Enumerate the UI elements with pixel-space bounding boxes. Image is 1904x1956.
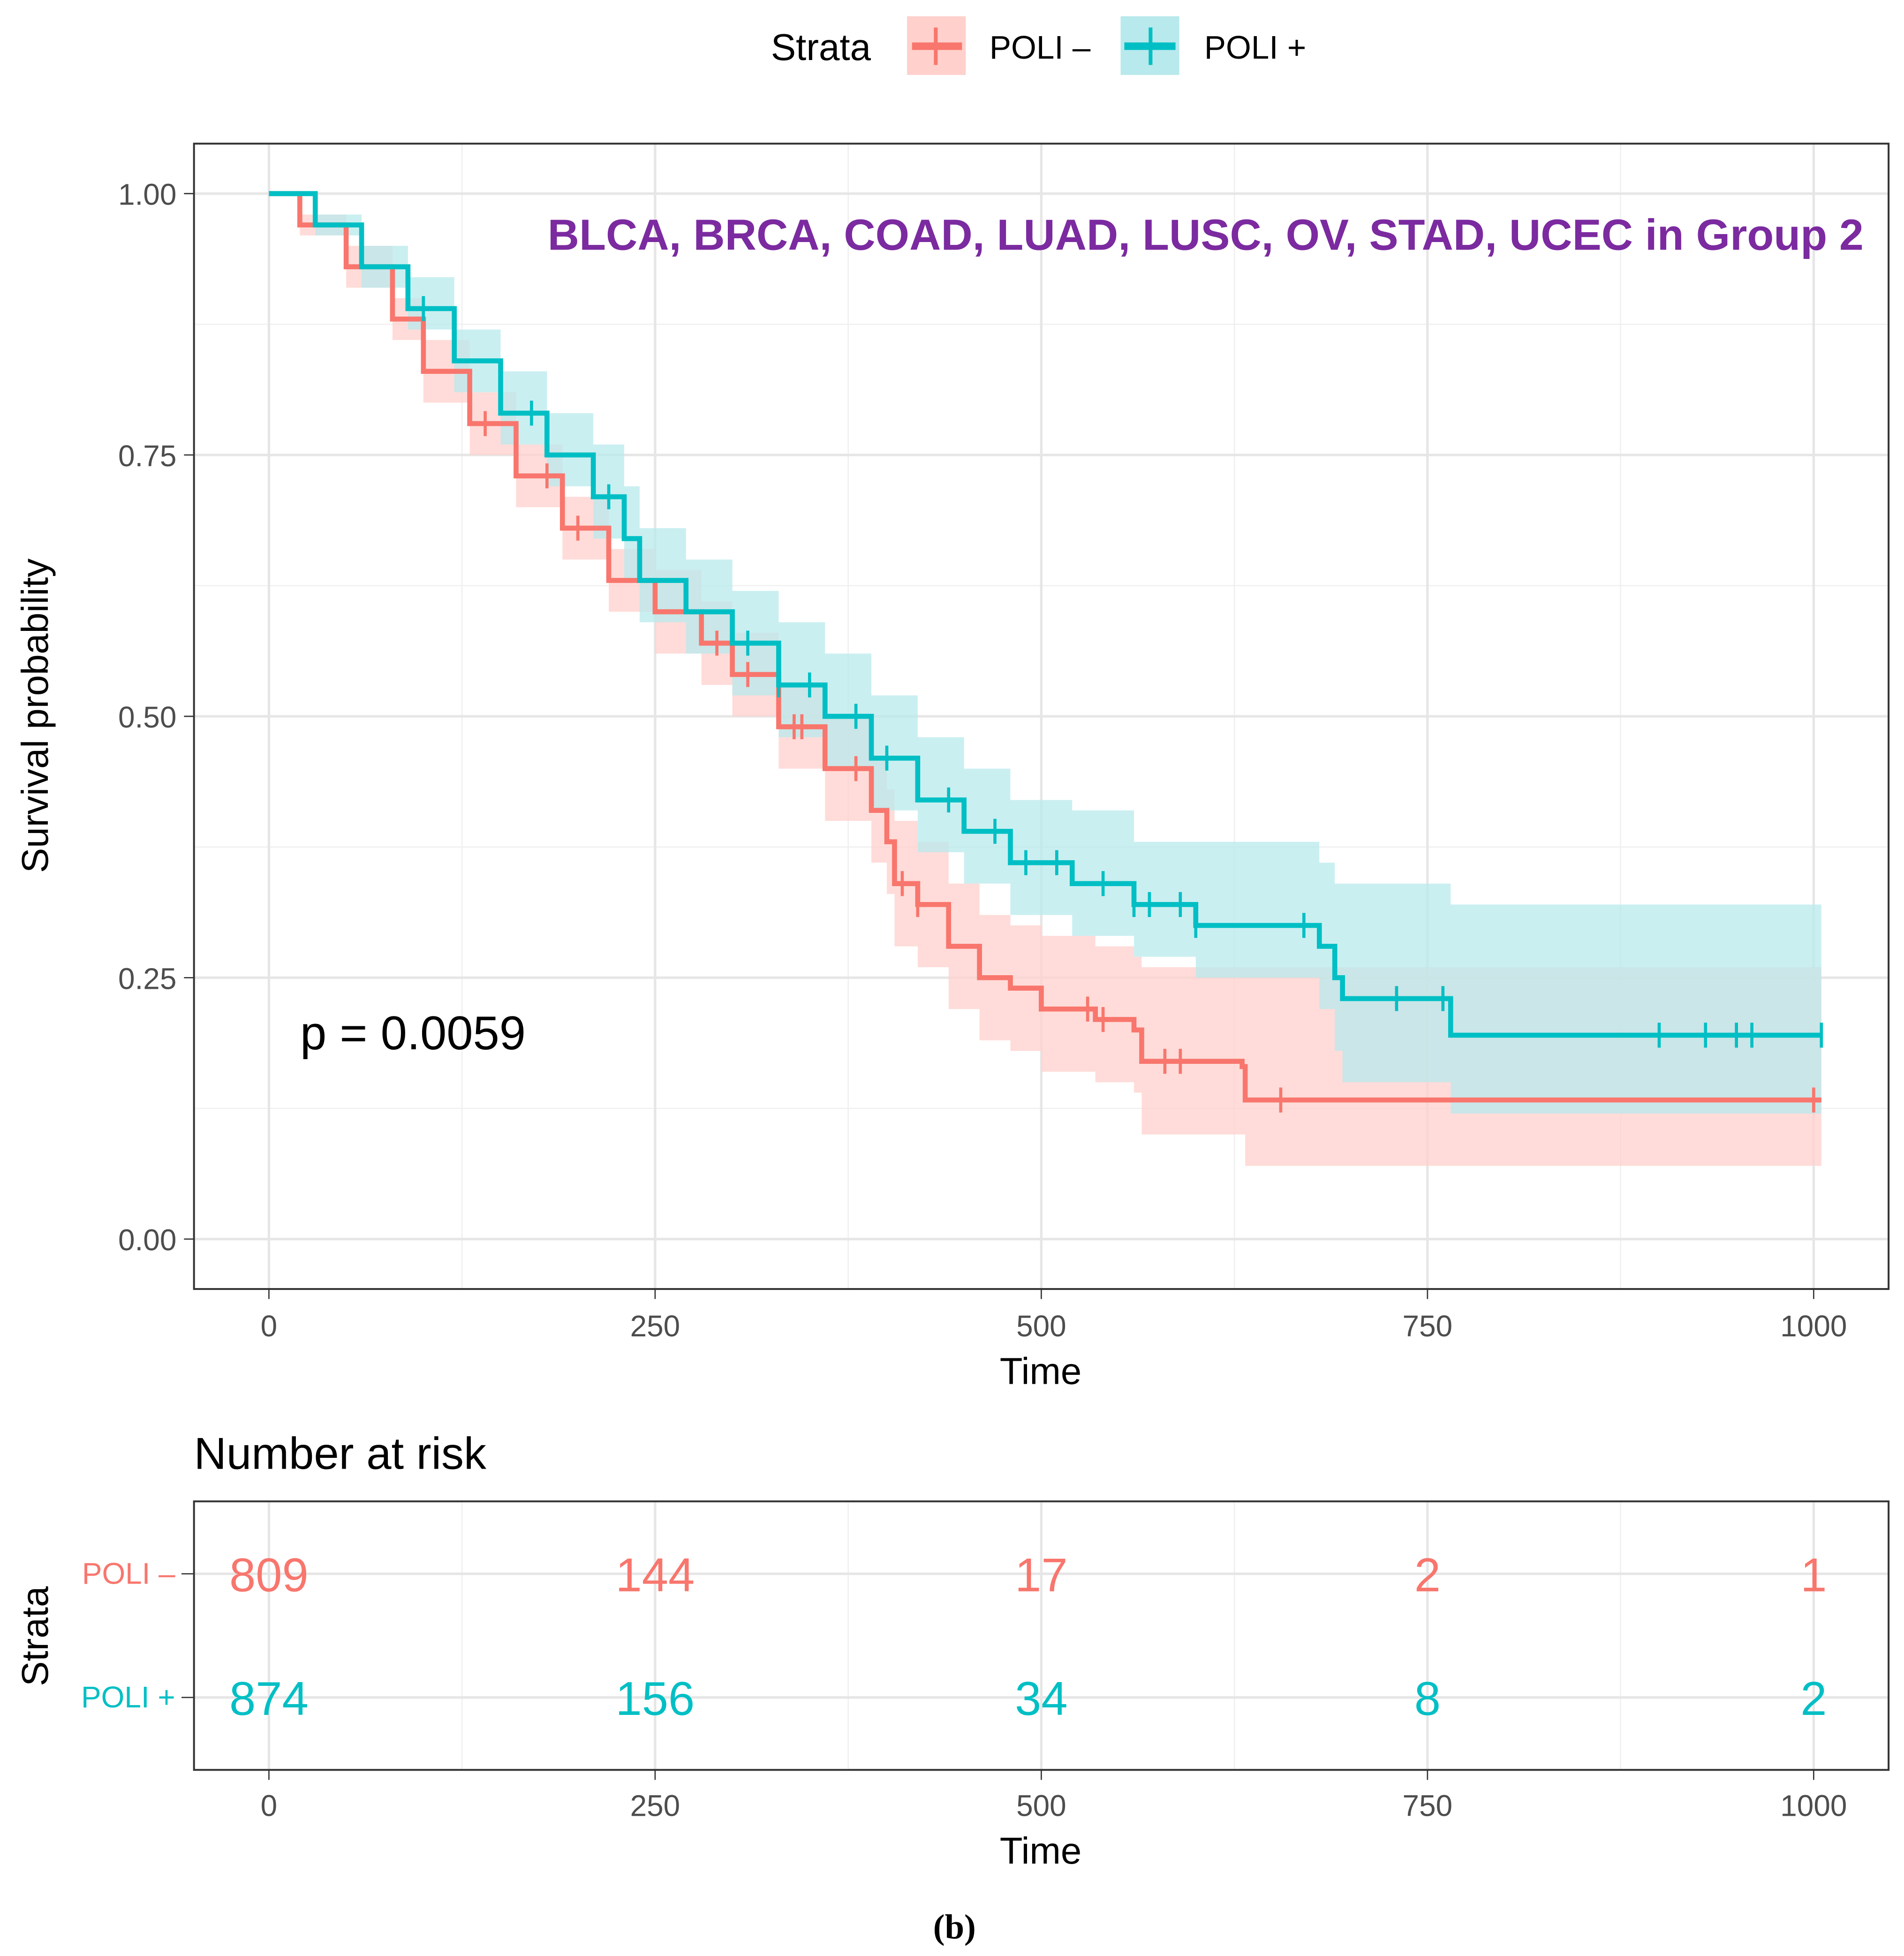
x-tick-label: 0 bbox=[261, 1789, 278, 1823]
x-tick-label: 500 bbox=[1016, 1789, 1066, 1823]
x-tick-label: 1000 bbox=[1780, 1309, 1847, 1343]
legend-label-poli-plus: POLI + bbox=[1204, 29, 1306, 66]
confidence-band-poli-plus bbox=[269, 193, 1821, 1114]
y-tick-label: 1.00 bbox=[118, 178, 176, 212]
at-risk-value-poli-plus: 2 bbox=[1800, 1672, 1827, 1725]
at-risk-value-poli-plus: 874 bbox=[229, 1672, 309, 1725]
x-tick-label: 750 bbox=[1403, 1789, 1453, 1823]
at-risk-value-poli-minus: 1 bbox=[1800, 1548, 1827, 1601]
x-tick-label: 250 bbox=[630, 1309, 680, 1343]
legend-title: Strata bbox=[771, 26, 871, 68]
at-risk-value-poli-plus: 8 bbox=[1414, 1672, 1441, 1725]
survival-curve-poli-plus bbox=[269, 191, 1821, 1038]
x-tick-label: 1000 bbox=[1780, 1789, 1847, 1823]
survival-plot-panel: 0.00 0.25 0.50 0.75 1.00 0 250 500 750 1000 BLCA… bbox=[14, 143, 1890, 1392]
y-axis-label: Survival probability bbox=[14, 559, 56, 873]
annotation-cancer-types: BLCA, BRCA, COAD, LUAD, LUSC, OV, STAD, … bbox=[548, 211, 1864, 259]
x-tick-label: 500 bbox=[1016, 1309, 1066, 1343]
y-tick-label: 0.25 bbox=[118, 962, 176, 995]
legend: Strata POLI – POLI + bbox=[771, 16, 1306, 75]
x-axis-label: Time bbox=[1000, 1350, 1082, 1392]
risk-y-axis-label: Strata bbox=[14, 1586, 56, 1686]
p-value-label: p = 0.0059 bbox=[300, 1007, 526, 1060]
at-risk-value-poli-minus: 144 bbox=[616, 1548, 695, 1601]
x-tick-label: 750 bbox=[1403, 1309, 1453, 1343]
at-risk-value-poli-plus: 34 bbox=[1015, 1672, 1068, 1725]
risk-table-title: Number at risk bbox=[194, 1428, 487, 1478]
y-tick-label: 0.00 bbox=[118, 1223, 176, 1257]
risk-row-label-poli-plus: POLI + bbox=[81, 1680, 175, 1714]
at-risk-value-poli-minus: 2 bbox=[1414, 1548, 1441, 1601]
x-tick-label: 250 bbox=[630, 1789, 680, 1823]
figure-caption: (b) bbox=[933, 1908, 976, 1947]
risk-table: Number at risk 809 144 17 2 1 874 156 34 8 2 POLI… bbox=[14, 1428, 1890, 1872]
y-tick-label: 0.50 bbox=[118, 700, 176, 734]
at-risk-value-poli-plus: 156 bbox=[616, 1672, 695, 1725]
risk-row-label-poli-minus: POLI – bbox=[82, 1556, 175, 1590]
at-risk-value-poli-minus: 17 bbox=[1015, 1548, 1068, 1601]
legend-label-poli-minus: POLI – bbox=[990, 29, 1091, 66]
y-tick-label: 0.75 bbox=[118, 439, 176, 473]
x-tick-label: 0 bbox=[261, 1309, 278, 1343]
at-risk-value-poli-minus: 809 bbox=[229, 1548, 309, 1601]
risk-x-axis-label: Time bbox=[1000, 1830, 1082, 1872]
